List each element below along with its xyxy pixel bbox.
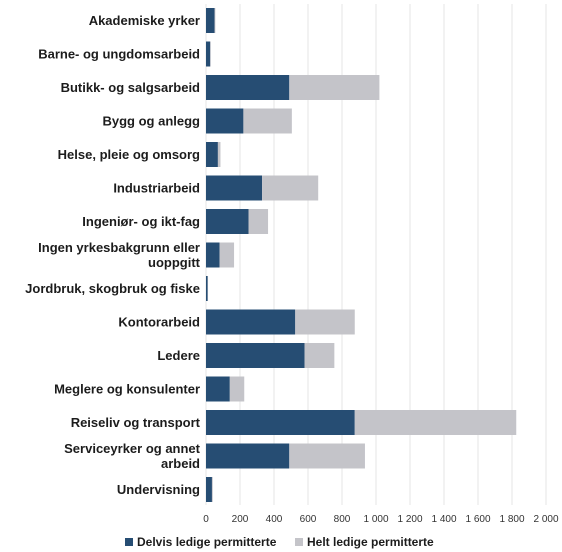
bar-kontorarbeid-helt [295,309,355,335]
category-label-undervisning: Undervisning [117,482,200,497]
category-label-ingen-yrkesbakgrunn-eller-uoppgitt: Ingen yrkesbakgrunn eller uoppgitt [38,240,201,270]
category-label-ledere: Ledere [157,348,200,363]
bar-butikk-og-salgsarbeid-helt [289,75,380,100]
bar-ingenior-og-ikt-fag-helt [248,209,269,234]
bar-undervisning-helt [211,477,213,502]
category-label-serviceyrker-og-annet-arbeid: Serviceyrker og annet arbeid [64,441,201,471]
bars [206,8,517,502]
legend-label-helt: Helt ledige permitterte [307,535,434,549]
bar-ingen-yrkesbakgrunn-eller-uoppgitt-delvis [206,242,220,268]
x-tick-label-0: 0 [203,514,209,525]
legend-swatch-helt [295,538,303,546]
bar-serviceyrker-og-annet-arbeid-helt [289,443,365,469]
category-label-barne-og-ungdomsarbeid: Barne- og ungdomsarbeid [38,47,200,62]
bar-ledere-helt [304,343,335,368]
x-tick-label-6: 1 200 [397,514,422,525]
category-label-industriarbeid: Industriarbeid [113,181,200,196]
x-tick-label-10: 2 000 [533,514,558,525]
x-tick-label-8: 1 600 [465,514,490,525]
bar-undervisning-delvis [206,477,212,502]
bar-jordbruk-skogbruk-og-fiske-delvis [206,276,208,301]
bar-helse-pleie-og-omsorg-helt [217,142,221,167]
bar-industriarbeid-helt [262,175,319,201]
x-tick-label-9: 1 800 [499,514,524,525]
legend: Delvis ledige permitterte Helt ledige per… [125,535,434,549]
category-label-jordbruk-skogbruk-og-fiske: Jordbruk, skogbruk og fiske [25,281,200,296]
x-tick-label-5: 1 000 [363,514,388,525]
x-tick-label-4: 800 [334,514,351,525]
x-tick-label-2: 400 [266,514,283,525]
category-label-helse-pleie-og-omsorg: Helse, pleie og omsorg [58,147,200,162]
category-label-butikk-og-salgsarbeid: Butikk- og salgsarbeid [61,80,200,95]
bar-kontorarbeid-delvis [206,309,296,335]
category-label-ingenior-og-ikt-fag: Ingeniør- og ikt-fag [82,214,200,229]
bar-meglere-og-konsulenter-helt [229,376,245,402]
bar-industriarbeid-delvis [206,175,263,201]
bar-serviceyrker-og-annet-arbeid-delvis [206,443,290,469]
bar-bygg-og-anlegg-helt [243,108,292,134]
bar-meglere-og-konsulenter-delvis [206,376,230,402]
bar-ledere-delvis [206,343,305,368]
bar-akademiske-yrker-helt [214,8,216,33]
category-label-kontorarbeid: Kontorarbeid [118,315,200,330]
x-axis-ticks: 0 200 400 600 800 1 000 1 200 1 400 1 600 1 800 2 … [203,514,559,525]
category-labels: Akademiske yrker Barne- og ungdomsarbeid B… [25,13,200,497]
category-label-akademiske-yrker: Akademiske yrker [89,13,200,28]
x-tick-label-7: 1 400 [431,514,456,525]
x-tick-label-3: 600 [300,514,317,525]
category-label-meglere-og-konsulenter: Meglere og konsulenter [54,382,200,397]
x-tick-label-1: 200 [232,514,249,525]
bar-reiseliv-og-transport-delvis [206,410,355,435]
bar-barne-og-ungdomsarbeid-helt [210,41,211,67]
bar-reiseliv-og-transport-helt [354,410,517,435]
bar-barne-og-ungdomsarbeid-delvis [206,41,211,67]
category-label-bygg-og-anlegg: Bygg og anlegg [103,114,201,129]
legend-swatch-delvis [125,538,133,546]
bar-ingenior-og-ikt-fag-delvis [206,209,249,234]
bar-helse-pleie-og-omsorg-delvis [206,142,218,167]
legend-label-delvis: Delvis ledige permitterte [137,535,277,549]
bar-akademiske-yrker-delvis [206,8,215,33]
bar-butikk-og-salgsarbeid-delvis [206,75,290,100]
bar-ingen-yrkesbakgrunn-eller-uoppgitt-helt [219,242,235,268]
bar-bygg-og-anlegg-delvis [206,108,244,134]
category-label-reiseliv-og-transport: Reiseliv og transport [71,415,201,430]
